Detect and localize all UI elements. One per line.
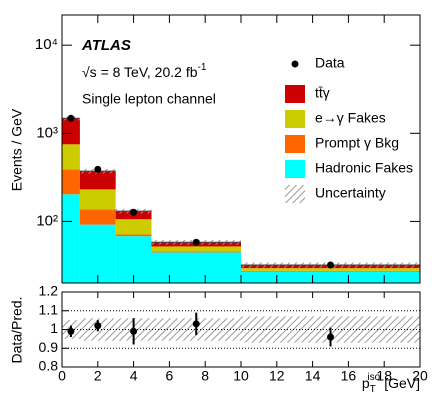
legend-swatch bbox=[285, 110, 305, 128]
legend-swatch bbox=[285, 185, 305, 203]
energy-label: √s = 8 TeV, 20.2 fb-1 bbox=[82, 62, 207, 80]
energy-text: √s = 8 TeV, 20.2 fb bbox=[82, 64, 198, 80]
y-tick-label: 10² bbox=[36, 212, 58, 229]
bar-segment bbox=[151, 252, 241, 283]
bar-segment bbox=[79, 171, 116, 190]
bar-segment bbox=[79, 224, 116, 283]
legend-swatch bbox=[285, 135, 305, 153]
ratio-y-tick-label: 1.2 bbox=[39, 283, 59, 299]
ratio-point bbox=[327, 333, 334, 341]
ratio-y-tick-label: 1 bbox=[50, 320, 58, 336]
ratio-point bbox=[192, 320, 200, 328]
y-label: Events / GeV bbox=[9, 108, 25, 191]
atlas-label: ATLAS bbox=[81, 37, 131, 54]
bar-segment bbox=[115, 219, 152, 235]
x-label-sub: T bbox=[370, 384, 376, 395]
y-tick-label: 10³ bbox=[36, 124, 58, 141]
data-point bbox=[130, 208, 138, 216]
data-point bbox=[327, 261, 334, 269]
bar-segment bbox=[241, 268, 420, 271]
data-point bbox=[67, 114, 75, 122]
legend-label: tt̄γ bbox=[315, 85, 330, 101]
y-tick-label: 10⁴ bbox=[35, 36, 58, 53]
bar-segment bbox=[115, 234, 152, 237]
x-tick-label: 4 bbox=[130, 368, 138, 384]
data-point bbox=[94, 165, 102, 173]
x-tick-label: 16 bbox=[341, 368, 357, 384]
x-tick-label: 18 bbox=[376, 368, 392, 384]
ratio-y-tick-label: 1.1 bbox=[39, 301, 59, 317]
legend-label: e→γ Fakes bbox=[315, 110, 386, 126]
legend-marker bbox=[291, 60, 299, 68]
energy-sup: -1 bbox=[198, 62, 207, 73]
ratio-point bbox=[94, 322, 102, 330]
bar-segment bbox=[62, 118, 80, 145]
x-tick-label: 12 bbox=[269, 368, 285, 384]
bar-segment bbox=[151, 251, 241, 253]
x-tick-label: 6 bbox=[166, 368, 174, 384]
x-tick-label: 20 bbox=[412, 368, 428, 384]
bar-segment bbox=[241, 270, 420, 272]
legend-label: Uncertainty bbox=[315, 185, 386, 201]
ratio-y-tick-label: 0.9 bbox=[39, 339, 59, 355]
x-tick-label: 14 bbox=[305, 368, 321, 384]
data-point bbox=[192, 238, 200, 246]
plot-area bbox=[62, 116, 420, 343]
bar-segment bbox=[62, 194, 80, 283]
x-label-base: p bbox=[362, 375, 370, 391]
ratio-point bbox=[130, 327, 138, 335]
x-tick-label: 2 bbox=[94, 368, 102, 384]
bar-segment bbox=[79, 209, 116, 225]
x-label-sup: iso bbox=[367, 372, 380, 383]
legend-label: Data bbox=[315, 55, 345, 71]
ratio-point bbox=[67, 327, 75, 335]
legend-swatch bbox=[285, 160, 305, 178]
x-tick-label: 10 bbox=[233, 368, 249, 384]
ratio-y-tick-label: 0.8 bbox=[39, 358, 59, 374]
legend-swatch bbox=[285, 85, 305, 103]
bar-segment bbox=[241, 271, 420, 283]
legend-label: Prompt γ Bkg bbox=[315, 135, 399, 151]
legend-label: Hadronic Fakes bbox=[315, 160, 413, 176]
ratio-y-label: Data/Pred. bbox=[9, 297, 25, 364]
x-label: pTiso [GeV] bbox=[362, 372, 420, 395]
x-tick-label: 8 bbox=[201, 368, 209, 384]
channel-label: Single lepton channel bbox=[82, 91, 216, 107]
bar-segment bbox=[151, 246, 241, 252]
x-label-unit: [GeV] bbox=[384, 375, 420, 391]
bar-segment bbox=[62, 169, 80, 195]
bar-segment bbox=[62, 144, 80, 170]
x-tick-label: 0 bbox=[58, 368, 66, 384]
bar-segment bbox=[79, 189, 116, 210]
